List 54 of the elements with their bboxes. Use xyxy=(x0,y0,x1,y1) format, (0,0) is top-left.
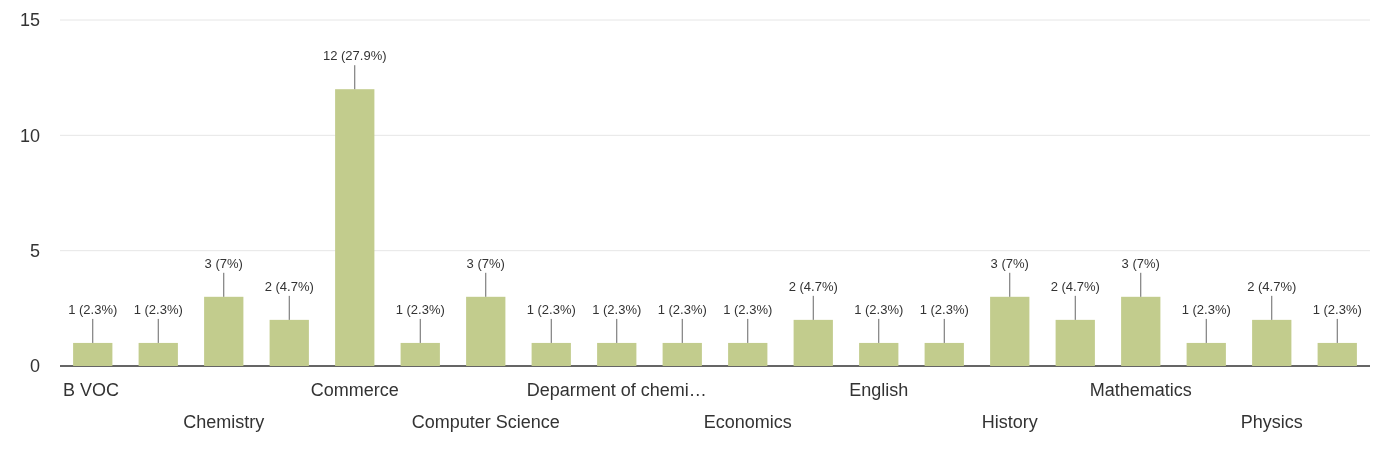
data-label: 3 (7%) xyxy=(204,255,243,271)
data-label: 1 (2.3%) xyxy=(723,301,773,317)
data-label: 2 (4.7%) xyxy=(1050,278,1100,294)
data-label: 12 (27.9%) xyxy=(322,48,387,64)
x-tick-label: Deparment of chemi… xyxy=(526,380,707,400)
data-label: 2 (4.7%) xyxy=(264,278,314,294)
bar xyxy=(990,296,1030,366)
x-tick-label: Chemistry xyxy=(183,412,265,432)
bar xyxy=(728,342,768,366)
data-label: 1 (2.3%) xyxy=(657,301,707,317)
data-label: 1 (2.3%) xyxy=(919,301,969,317)
bar xyxy=(1121,296,1161,366)
bar xyxy=(466,296,506,366)
bar xyxy=(138,342,178,366)
bar xyxy=(924,342,964,366)
data-label: 3 (7%) xyxy=(1121,255,1160,271)
bar xyxy=(1252,319,1292,366)
bar xyxy=(204,296,244,366)
x-tick-label: Economics xyxy=(703,412,792,432)
x-tick-label: History xyxy=(981,412,1038,432)
y-tick-label: 10 xyxy=(19,125,40,146)
x-tick-label: Computer Science xyxy=(411,412,560,432)
bar xyxy=(793,319,833,366)
x-tick-label: Mathematics xyxy=(1089,380,1192,400)
y-tick-label: 5 xyxy=(29,240,40,261)
x-tick-label: Commerce xyxy=(310,380,399,400)
data-label: 1 (2.3%) xyxy=(592,301,642,317)
bar xyxy=(269,319,309,366)
data-label: 1 (2.3%) xyxy=(133,301,183,317)
bar xyxy=(662,342,702,366)
data-label: 3 (7%) xyxy=(466,255,505,271)
data-label: 1 (2.3%) xyxy=(526,301,576,317)
bar xyxy=(1186,342,1226,366)
bar xyxy=(531,342,571,366)
bar xyxy=(1055,319,1095,366)
data-label: 1 (2.3%) xyxy=(1181,301,1231,317)
bar xyxy=(73,342,113,366)
bar xyxy=(335,89,375,366)
y-tick-label: 0 xyxy=(29,356,40,377)
data-label: 1 (2.3%) xyxy=(1312,301,1362,317)
data-label: 3 (7%) xyxy=(990,255,1029,271)
x-tick-label: Physics xyxy=(1240,412,1303,432)
y-tick-label: 15 xyxy=(19,10,40,31)
data-label: 1 (2.3%) xyxy=(854,301,904,317)
bar xyxy=(597,342,637,366)
data-label: 2 (4.7%) xyxy=(1247,278,1297,294)
x-tick-label: English xyxy=(849,380,909,400)
bar xyxy=(400,342,440,366)
data-label: 2 (4.7%) xyxy=(788,278,838,294)
bar xyxy=(859,342,899,366)
x-tick-label: B VOC xyxy=(63,380,120,400)
bar xyxy=(1317,342,1357,366)
data-label: 1 (2.3%) xyxy=(68,301,118,317)
data-label: 1 (2.3%) xyxy=(395,301,445,317)
